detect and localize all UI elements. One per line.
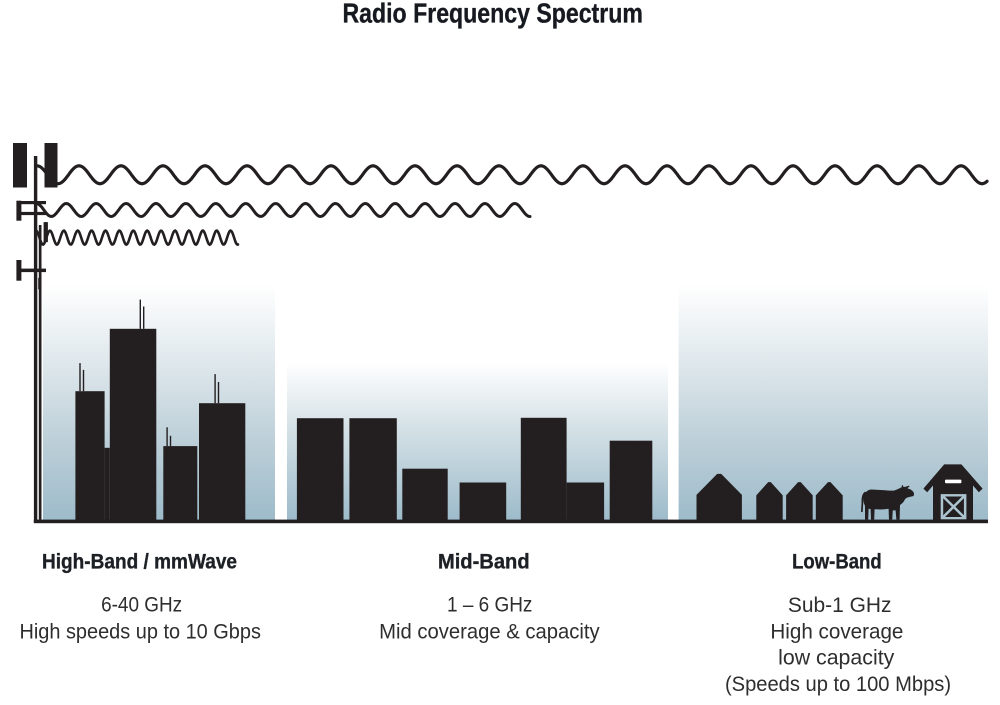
svg-text:Sub-1 GHz: Sub-1 GHz xyxy=(788,594,892,617)
svg-text:High speeds up to 10 Gbps: High speeds up to 10 Gbps xyxy=(19,621,261,644)
svg-text:1 – 6 GHz: 1 – 6 GHz xyxy=(447,594,532,617)
svg-text:Mid coverage & capacity: Mid coverage & capacity xyxy=(379,621,600,644)
svg-text:High-Band / mmWave: High-Band / mmWave xyxy=(42,550,237,573)
svg-text:Low-Band: Low-Band xyxy=(792,550,882,573)
svg-text:low capacity: low capacity xyxy=(778,646,895,669)
svg-text:Radio Frequency Spectrum: Radio Frequency Spectrum xyxy=(343,0,643,28)
svg-text:(Speeds up to 100 Mbps): (Speeds up to 100 Mbps) xyxy=(725,673,951,696)
svg-text:High coverage: High coverage xyxy=(770,621,903,644)
svg-text:Mid-Band: Mid-Band xyxy=(438,550,530,573)
svg-text:6-40 GHz: 6-40 GHz xyxy=(101,594,182,617)
